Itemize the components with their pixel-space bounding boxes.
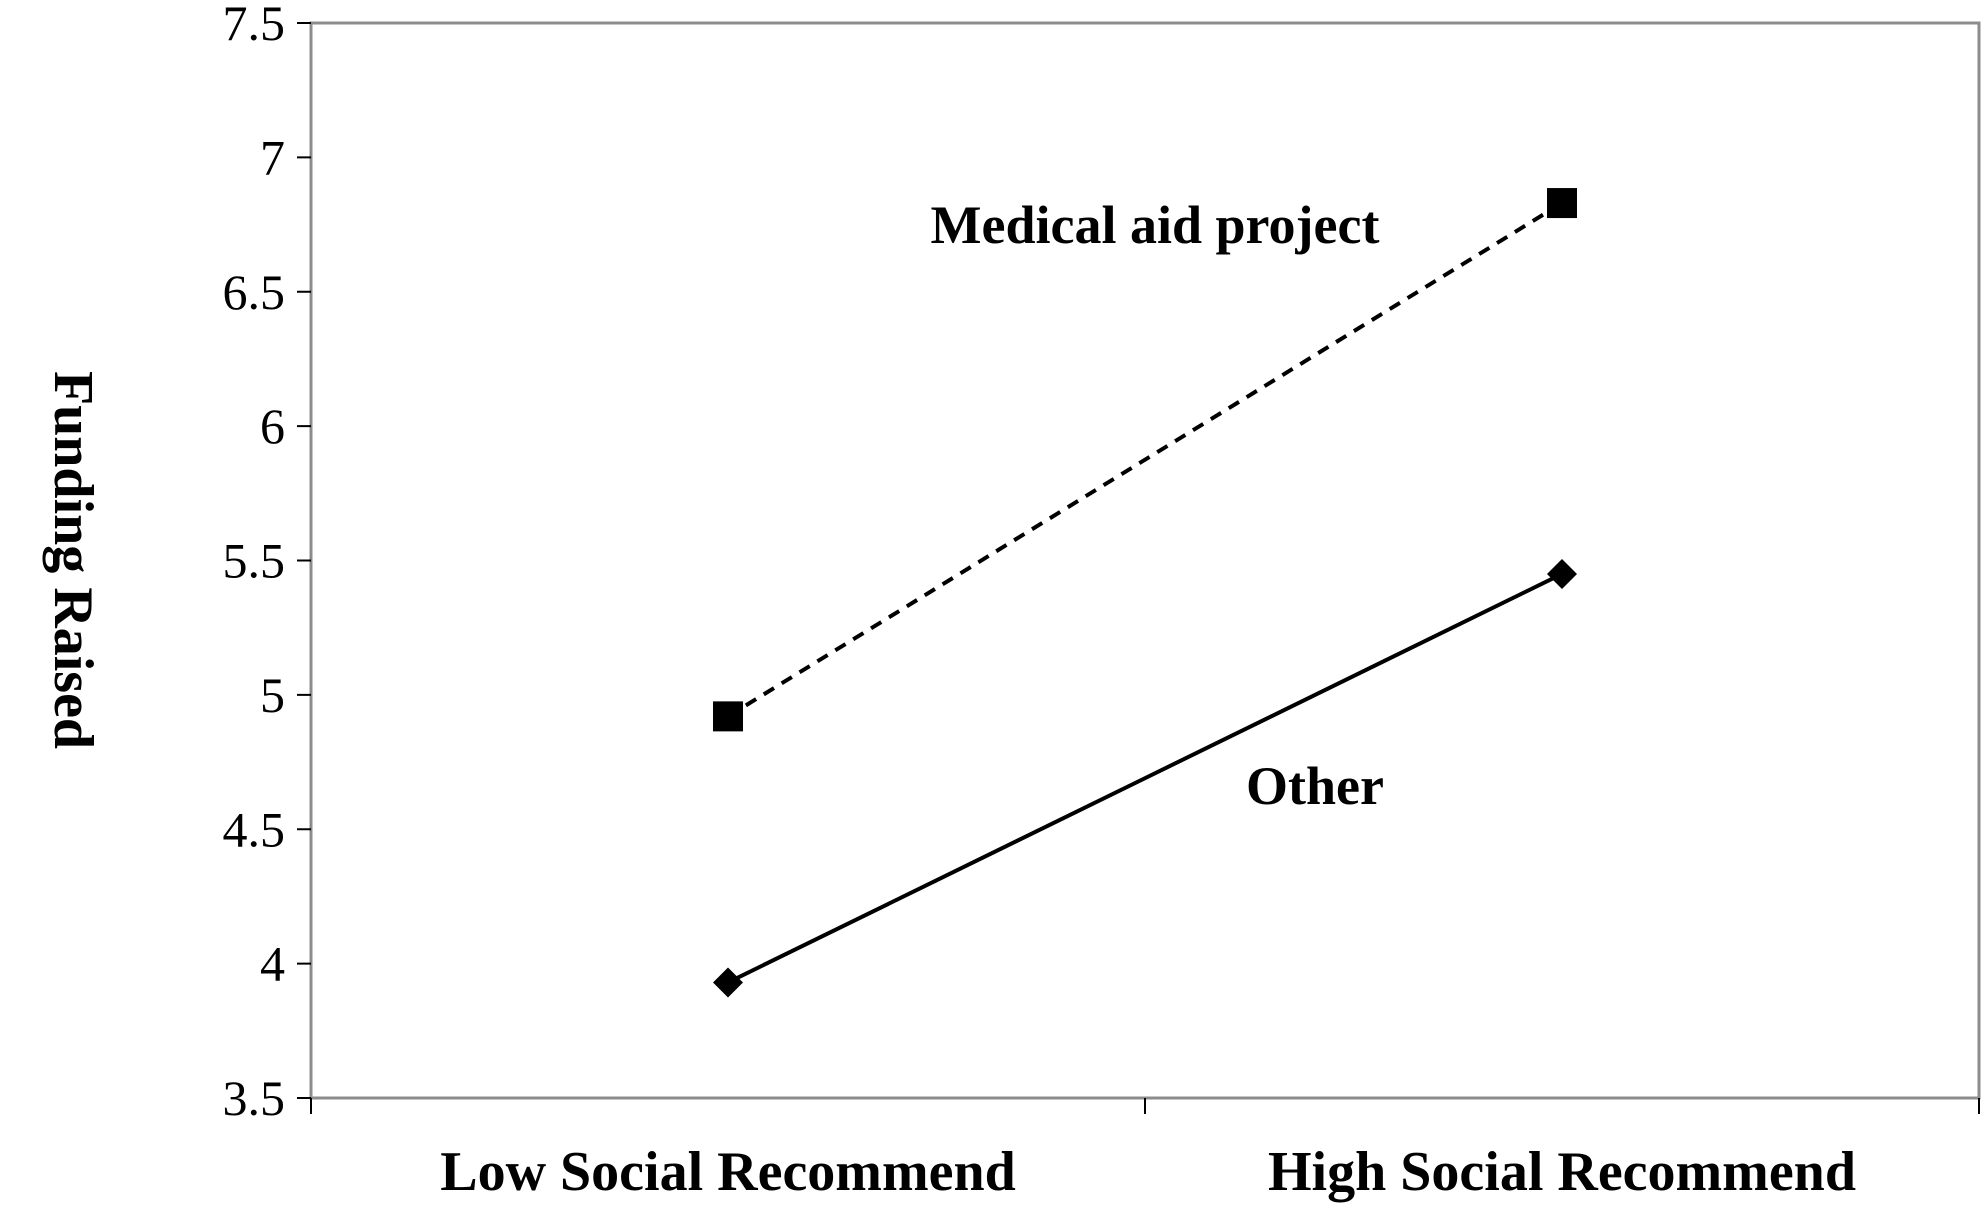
y-tick-label: 6: [260, 398, 285, 454]
y-tick-label: 5.5: [223, 533, 286, 589]
series-line: [727, 572, 1563, 985]
y-axis-title: Funding Raised: [42, 371, 104, 749]
series-label: Medical aid project: [931, 195, 1380, 255]
series-label: Other: [1246, 756, 1384, 816]
data-point: [713, 701, 743, 732]
plot-area: [309, 21, 1981, 1100]
y-tick-label: 6.5: [223, 264, 286, 320]
data-point: [1547, 188, 1577, 219]
data-point: [713, 967, 743, 998]
data-point: [1547, 558, 1577, 589]
y-axis: 3.5 4 4.5 5 5.5 6 6.5 7 7.5: [223, 0, 311, 1126]
y-tick-label: 3.5: [223, 1070, 286, 1126]
y-tick-label: 7.5: [223, 0, 286, 51]
y-tick-label: 4: [260, 936, 285, 992]
series-line: [726, 201, 1564, 719]
y-tick-label: 5: [260, 667, 285, 723]
x-tick-label: High Social Recommend: [1268, 1141, 1856, 1203]
x-tick-label: Low Social Recommend: [440, 1141, 1016, 1203]
x-axis: Low Social Recommend High Social Recommen…: [310, 1098, 1980, 1203]
y-tick-label: 4.5: [223, 801, 286, 857]
y-tick-label: 7: [260, 129, 285, 185]
series-layer: Medical aid project Other: [713, 188, 1577, 998]
